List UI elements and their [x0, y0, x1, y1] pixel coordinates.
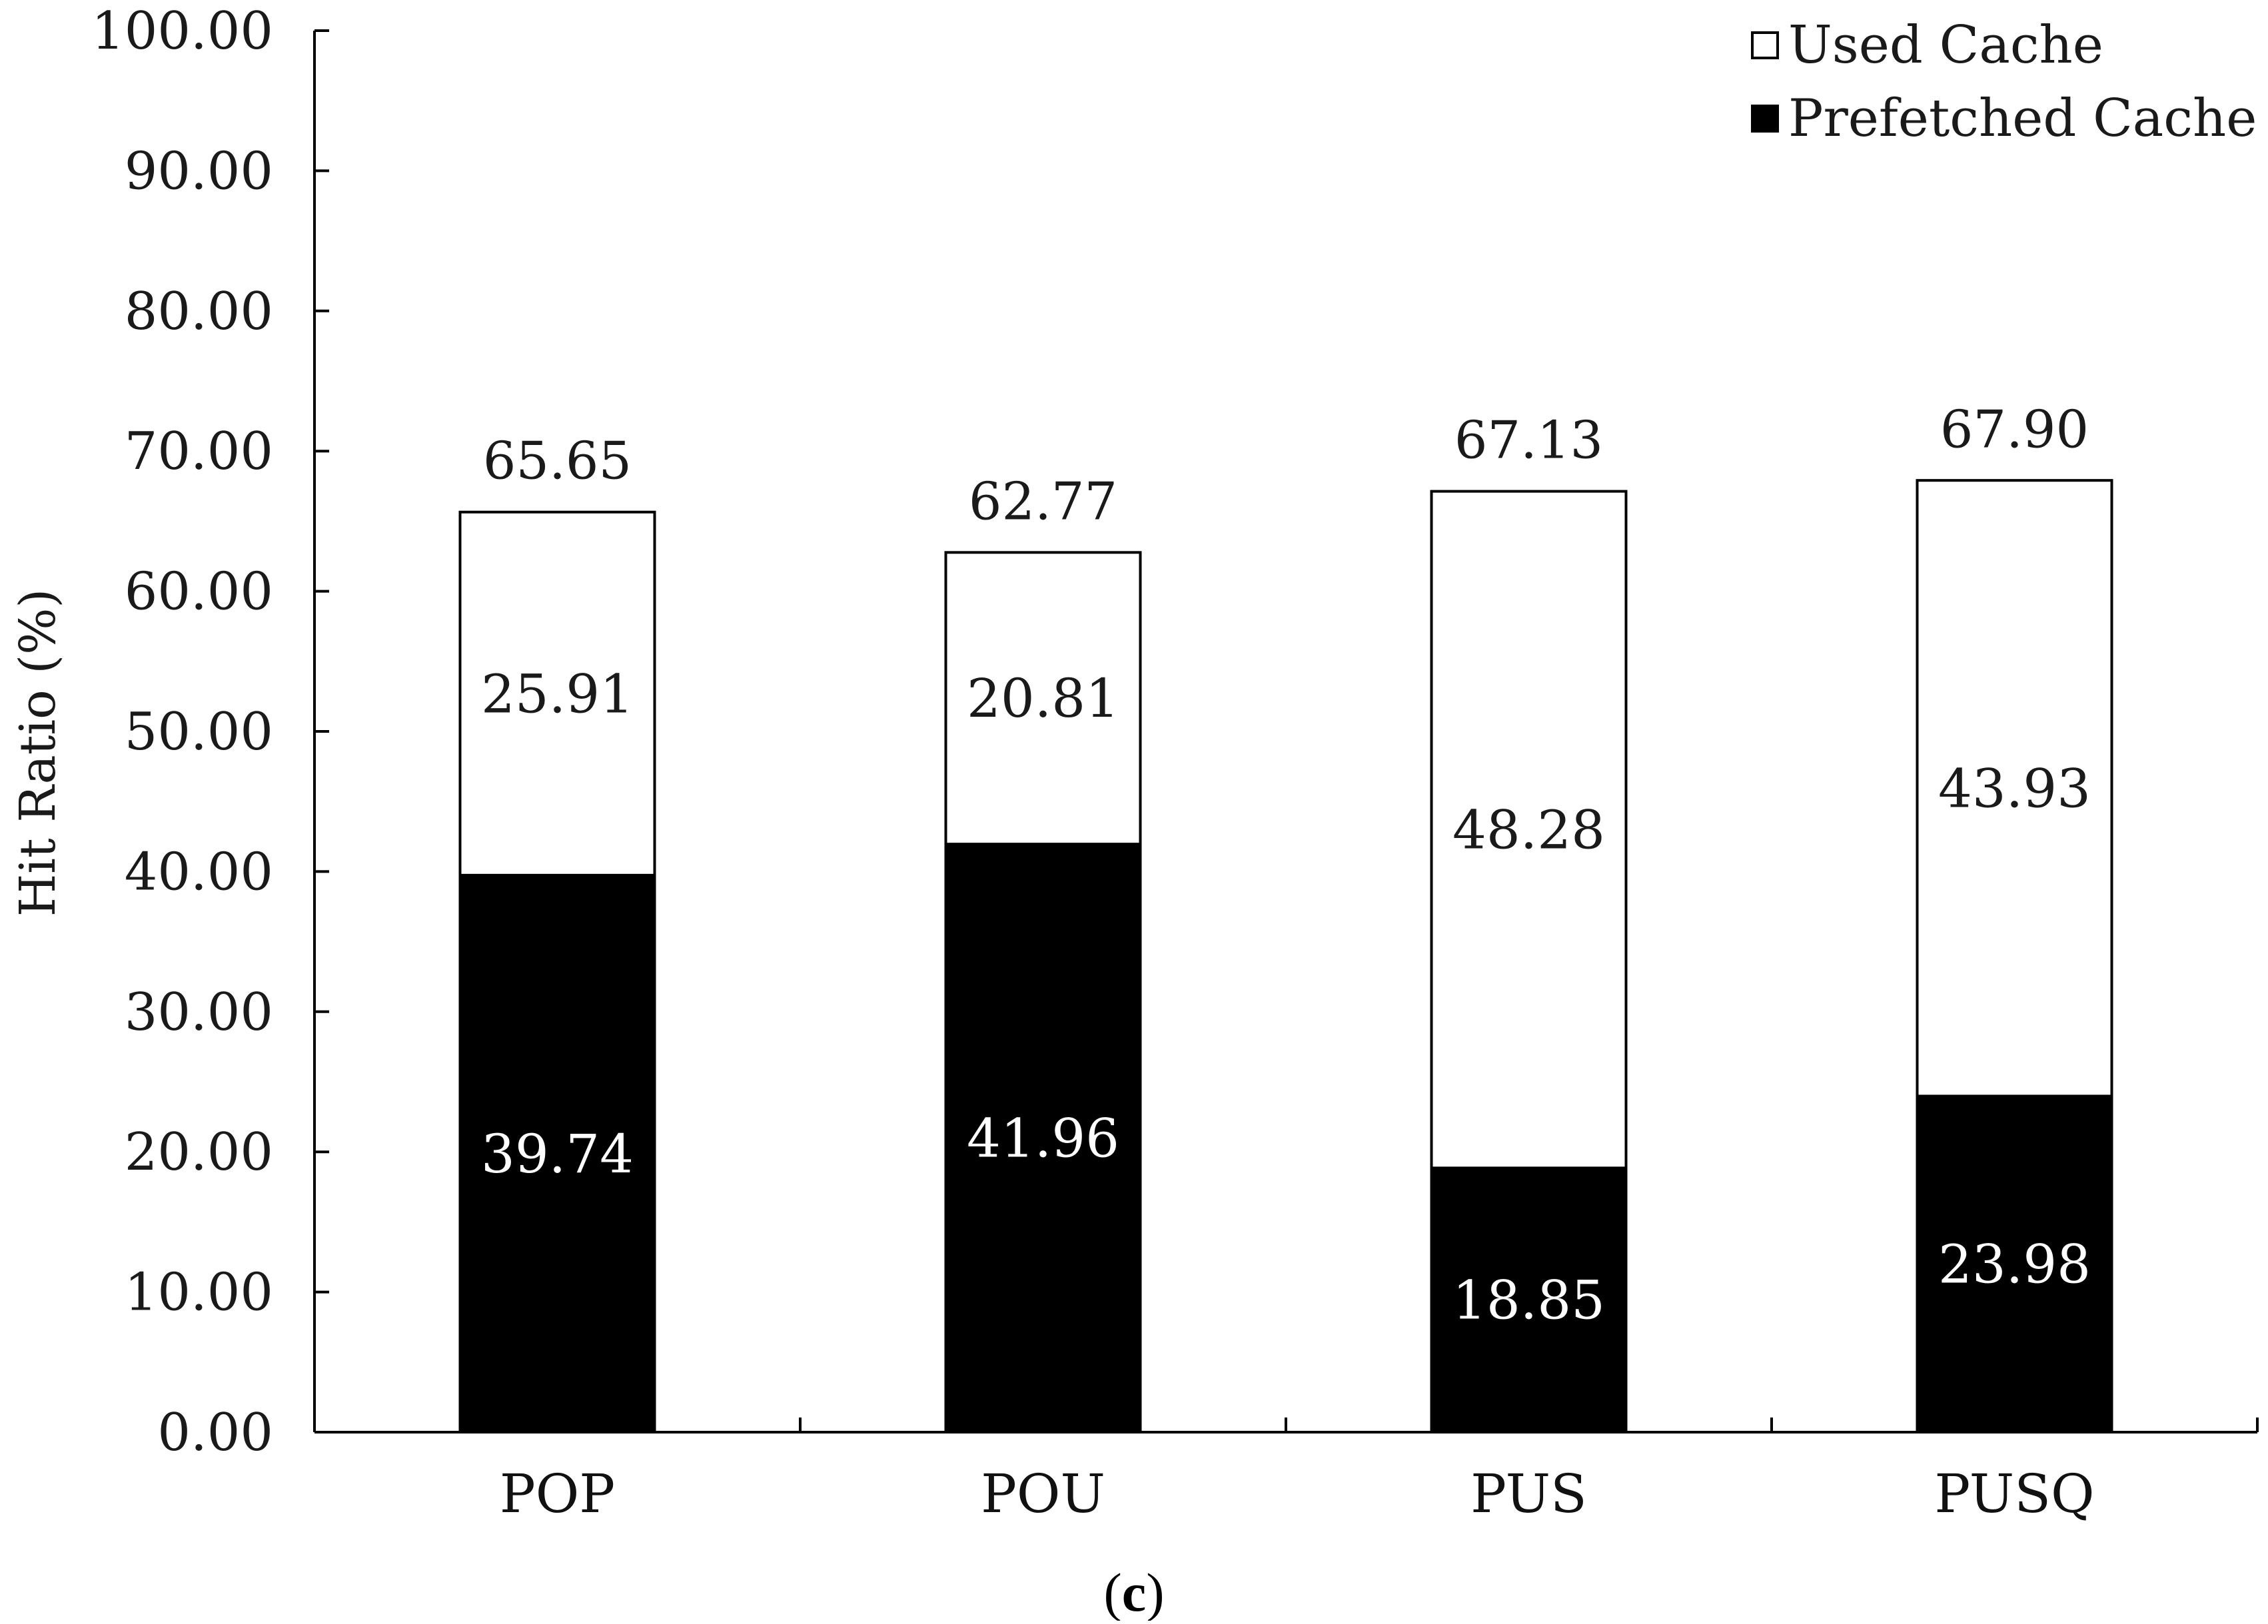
- x-category-label: PUSQ: [1934, 1463, 2094, 1525]
- bar-segment-used-cache: [1916, 479, 2113, 1098]
- figure-subcaption: (c): [1103, 1562, 1164, 1621]
- used-value-label: 25.91: [481, 663, 634, 725]
- bar-segment-used-cache: [1430, 490, 1628, 1170]
- x-category-label: POU: [981, 1463, 1105, 1525]
- bar-segment-prefetched-cache: [1430, 1166, 1628, 1433]
- y-tick-label: 20.00: [125, 1122, 273, 1182]
- prefetched-value-label: 23.98: [1938, 1234, 2091, 1296]
- bars-group: [458, 479, 2113, 1434]
- y-axis: 0.00 10.00 20.00 30.00 40.00 50.00 60.00 70.00 8…: [91, 1, 329, 1463]
- legend-swatch: [1751, 31, 1779, 59]
- bar-segment-prefetched-cache: [944, 843, 1142, 1433]
- total-value-label: 65.65: [483, 432, 632, 492]
- subcaption-open-paren: (: [1103, 1562, 1121, 1621]
- y-axis-title: Hit Ratio (%): [9, 589, 67, 917]
- legend: Used Cache Prefetched Cache: [1751, 15, 2257, 149]
- y-tick-label: 90.00: [125, 141, 273, 201]
- y-tick-label: 0.00: [157, 1403, 273, 1463]
- bar-segment-prefetched-cache: [458, 873, 656, 1433]
- y-tick-label: 70.00: [125, 422, 273, 482]
- prefetched-value-label: 41.96: [967, 1108, 1119, 1170]
- y-tick-label: 80.00: [125, 282, 273, 342]
- prefetched-value-label: 39.74: [481, 1123, 634, 1185]
- x-category-label: POP: [500, 1463, 615, 1525]
- data-labels-group: 39.74 25.91 65.65 41.96 20.81 62.77 18.85 48.28…: [481, 400, 2091, 1331]
- x-category-label: PUS: [1470, 1463, 1587, 1525]
- subcaption-close-paren: ): [1146, 1562, 1164, 1621]
- total-value-label: 67.13: [1454, 411, 1603, 471]
- y-tick-label: 100.00: [91, 1, 273, 61]
- used-value-label: 20.81: [967, 667, 1119, 729]
- total-value-label: 62.77: [969, 472, 1117, 532]
- legend-label: Used Cache: [1788, 15, 2103, 75]
- y-tick-label: 50.00: [125, 702, 273, 762]
- y-tick-label: 10.00: [125, 1263, 273, 1323]
- used-value-label: 43.93: [1938, 757, 2091, 819]
- y-tick-label: 60.00: [125, 562, 273, 622]
- used-value-label: 48.28: [1452, 799, 1605, 861]
- subcaption-letter: c: [1122, 1562, 1146, 1621]
- y-tick-label: 40.00: [125, 842, 273, 902]
- bar-segment-used-cache: [458, 510, 656, 877]
- legend-swatch: [1751, 105, 1779, 133]
- prefetched-value-label: 18.85: [1452, 1270, 1605, 1332]
- y-tick-label: 30.00: [125, 983, 273, 1042]
- legend-label: Prefetched Cache: [1788, 89, 2257, 149]
- x-axis: POP POU PUS PUSQ: [314, 1418, 2259, 1525]
- bar-segment-used-cache: [944, 551, 1142, 846]
- total-value-label: 67.90: [1940, 400, 2089, 460]
